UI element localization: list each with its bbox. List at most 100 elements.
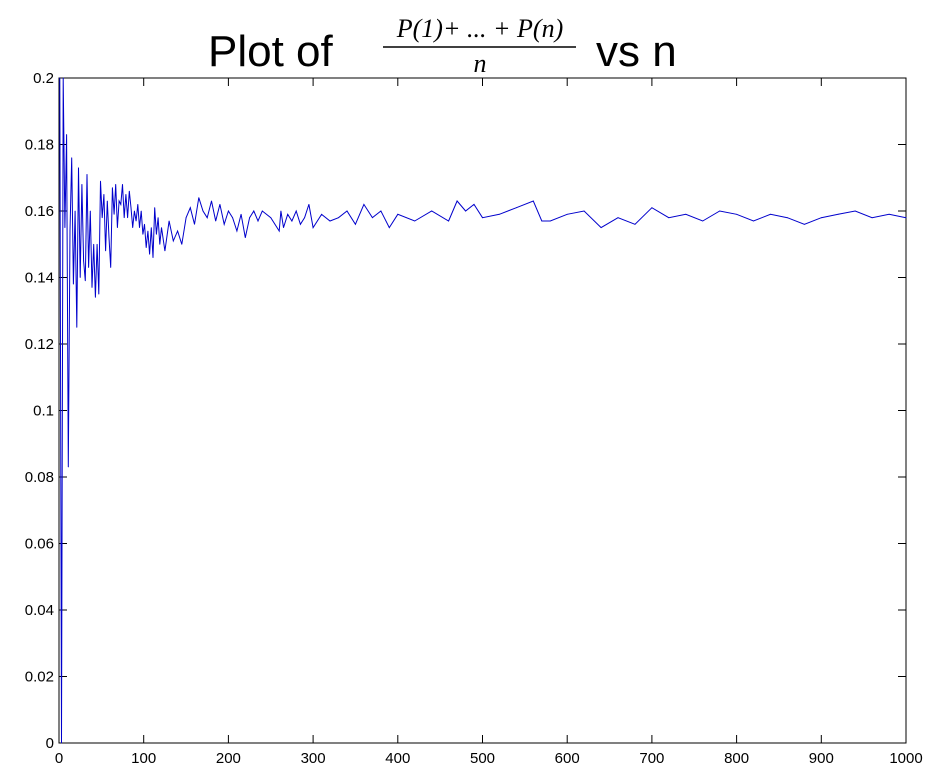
data-point	[128, 190, 130, 192]
data-point	[144, 223, 145, 225]
data-point	[123, 217, 125, 219]
data-point	[108, 237, 110, 239]
data-point	[185, 217, 187, 219]
data-point	[414, 220, 416, 222]
data-point	[73, 283, 74, 285]
data-point	[804, 223, 805, 225]
x-tick-label: 700	[639, 750, 664, 767]
data-point	[86, 174, 88, 175]
data-point	[137, 204, 139, 205]
data-point	[702, 220, 704, 222]
data-point	[854, 210, 856, 212]
data-point	[122, 184, 123, 185]
data-point	[211, 200, 212, 202]
data-point	[249, 217, 251, 219]
data-point	[206, 217, 208, 219]
data-point	[64, 227, 66, 229]
data-point	[280, 210, 282, 212]
data-point	[98, 293, 100, 295]
data-point	[473, 204, 475, 205]
data-point	[223, 223, 225, 225]
data-point	[257, 220, 259, 222]
title-suffix: vs n	[596, 27, 677, 76]
axis-ticks	[58, 77, 907, 744]
data-point	[232, 217, 234, 219]
data-point	[253, 210, 255, 212]
data-point	[583, 210, 585, 212]
data-point	[820, 217, 822, 219]
data-point	[84, 280, 86, 282]
data-point	[118, 200, 120, 202]
y-tick-label: 0.1	[33, 403, 54, 420]
data-point	[541, 220, 543, 222]
x-tick-label: 1000	[889, 750, 922, 767]
data-point	[719, 210, 721, 212]
data-point	[295, 210, 297, 212]
data-point	[156, 233, 157, 235]
data-point	[202, 210, 204, 212]
data-point	[115, 184, 117, 185]
data-point	[172, 240, 174, 242]
data-point	[112, 187, 113, 189]
data-point	[871, 217, 873, 219]
data-point	[516, 207, 517, 209]
data-point	[69, 230, 71, 232]
data-point	[149, 253, 151, 255]
data-point	[499, 213, 500, 215]
data-point	[159, 243, 161, 245]
data-point	[130, 207, 132, 209]
data-point	[88, 267, 89, 268]
data-point	[753, 220, 754, 222]
data-point	[150, 227, 152, 229]
x-axis-labels: 0 100 200 300 400 500 600 700 800 900 1000	[55, 750, 923, 767]
data-point	[142, 233, 144, 235]
data-point	[154, 207, 156, 209]
data-point	[127, 217, 128, 219]
data-point	[61, 742, 62, 744]
data-point	[139, 227, 140, 229]
data-point	[244, 237, 246, 239]
data-point	[397, 213, 399, 215]
data-point	[346, 210, 348, 212]
data-point	[388, 227, 390, 229]
data-point	[117, 227, 118, 229]
data-point	[338, 217, 339, 219]
data-point	[300, 223, 301, 225]
data-point	[308, 204, 310, 205]
chart-title: Plot of P(1)+ ... + P(n) n vs n	[208, 14, 677, 78]
x-tick-label: 400	[385, 750, 410, 767]
x-tick-label: 100	[131, 750, 156, 767]
x-tick-label: 500	[470, 750, 495, 767]
y-tick-label: 0.04	[25, 602, 54, 619]
data-point	[736, 213, 737, 215]
data-point	[363, 204, 365, 205]
data-point	[482, 217, 483, 219]
data-point	[101, 217, 103, 219]
data-point	[89, 210, 91, 212]
y-tick-label: 0.16	[25, 203, 54, 220]
data-point	[161, 227, 162, 229]
data-point	[91, 287, 93, 288]
data-point	[95, 297, 96, 298]
title-numerator: P(1)+ ... + P(n)	[396, 14, 564, 43]
data-point	[355, 223, 356, 225]
data-point	[304, 217, 305, 219]
data-point	[456, 200, 458, 202]
data-point	[905, 217, 907, 219]
data-point	[76, 327, 78, 328]
x-tick-label: 600	[555, 750, 580, 767]
data-point	[448, 220, 449, 222]
data-point	[215, 220, 217, 222]
title-prefix: Plot of	[208, 27, 334, 76]
data-point	[134, 210, 135, 212]
data-point	[329, 220, 331, 222]
data-point	[164, 250, 166, 252]
data-point	[181, 243, 183, 245]
x-tick-label: 900	[809, 750, 834, 767]
y-tick-label: 0.14	[25, 270, 54, 287]
data-point	[66, 134, 67, 135]
data-point	[634, 223, 636, 225]
y-tick-label: 0.06	[25, 536, 54, 553]
data-point	[110, 267, 112, 268]
data-point	[372, 217, 373, 219]
